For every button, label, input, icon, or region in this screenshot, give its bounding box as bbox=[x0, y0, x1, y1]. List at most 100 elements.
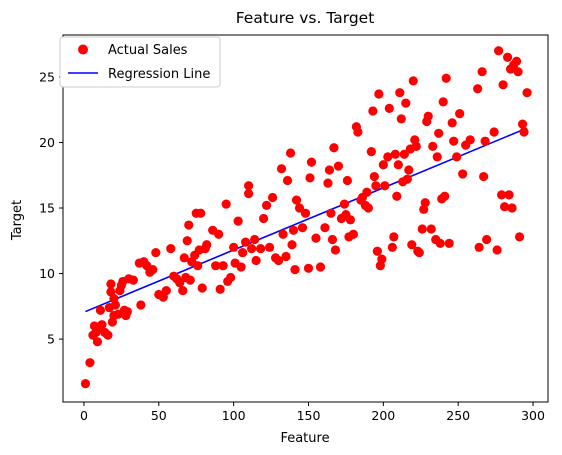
data-point bbox=[377, 254, 387, 264]
data-point bbox=[455, 109, 465, 119]
data-point bbox=[496, 190, 507, 200]
data-point bbox=[136, 300, 146, 310]
data-point bbox=[407, 240, 417, 250]
data-point bbox=[80, 379, 91, 389]
data-point bbox=[281, 251, 291, 262]
data-point bbox=[482, 234, 492, 245]
data-point bbox=[432, 152, 442, 162]
data-point bbox=[175, 278, 185, 288]
data-point bbox=[267, 192, 278, 203]
data-point bbox=[489, 127, 499, 137]
data-point bbox=[345, 215, 356, 225]
data-point bbox=[458, 169, 468, 179]
data-point bbox=[384, 103, 394, 113]
data-point bbox=[452, 152, 462, 162]
data-point bbox=[324, 165, 335, 175]
data-point bbox=[251, 255, 261, 266]
data-point bbox=[95, 305, 106, 315]
data-point bbox=[339, 199, 350, 209]
y-tick-label: 5 bbox=[47, 332, 55, 347]
data-point bbox=[329, 143, 339, 153]
data-point bbox=[179, 253, 189, 263]
data-point bbox=[507, 203, 517, 213]
data-point bbox=[465, 135, 475, 145]
data-point bbox=[196, 208, 206, 218]
data-point bbox=[306, 157, 317, 167]
legend-label-regression-line: Regression Line bbox=[108, 67, 210, 82]
data-point bbox=[178, 285, 188, 296]
data-point bbox=[378, 160, 388, 170]
data-point bbox=[498, 80, 508, 90]
data-point bbox=[383, 152, 393, 162]
data-point bbox=[408, 76, 418, 86]
data-point bbox=[221, 199, 231, 209]
data-point bbox=[294, 203, 305, 213]
x-tick-label: 200 bbox=[371, 408, 395, 423]
data-point bbox=[348, 229, 359, 239]
legend: Actual Sales Regression Line bbox=[59, 36, 221, 88]
data-point bbox=[184, 220, 194, 230]
data-point bbox=[353, 127, 363, 137]
data-point bbox=[492, 245, 502, 255]
data-point bbox=[511, 56, 522, 66]
x-tick-label: 150 bbox=[297, 408, 321, 423]
data-point bbox=[363, 203, 373, 213]
data-point bbox=[305, 173, 315, 183]
data-point bbox=[423, 111, 433, 121]
data-point bbox=[303, 263, 314, 273]
data-point bbox=[311, 233, 321, 243]
data-point bbox=[290, 265, 300, 275]
data-point bbox=[273, 255, 284, 266]
data-point bbox=[479, 171, 489, 182]
data-point bbox=[395, 88, 405, 98]
data-point bbox=[282, 175, 293, 186]
data-point bbox=[513, 67, 523, 77]
data-point bbox=[244, 188, 254, 199]
legend-marker-actual-sales bbox=[78, 44, 88, 55]
data-point bbox=[474, 242, 484, 252]
data-point bbox=[449, 136, 459, 146]
data-point bbox=[85, 358, 95, 368]
data-point bbox=[330, 245, 341, 255]
data-point bbox=[320, 223, 330, 233]
data-point bbox=[401, 98, 411, 108]
data-point bbox=[499, 202, 510, 212]
data-point bbox=[404, 165, 414, 175]
legend-box bbox=[59, 36, 221, 88]
data-point bbox=[426, 224, 436, 234]
data-point bbox=[185, 275, 195, 285]
data-point bbox=[414, 247, 424, 258]
data-point bbox=[236, 262, 246, 272]
data-point bbox=[238, 247, 248, 258]
axes-frame bbox=[62, 34, 549, 403]
data-point bbox=[441, 73, 451, 83]
data-point bbox=[333, 161, 344, 171]
data-point bbox=[502, 52, 513, 62]
data-point bbox=[327, 234, 338, 245]
data-point bbox=[342, 175, 353, 186]
chart-title: Feature vs. Target bbox=[236, 9, 375, 27]
data-point bbox=[323, 178, 333, 188]
data-point bbox=[396, 114, 406, 124]
data-point bbox=[255, 244, 266, 254]
data-point bbox=[250, 234, 260, 245]
data-point bbox=[372, 246, 382, 256]
data-point bbox=[480, 136, 490, 146]
data-point bbox=[197, 283, 207, 293]
x-tick-label: 0 bbox=[80, 408, 88, 423]
data-point bbox=[399, 149, 409, 159]
data-point bbox=[226, 272, 236, 283]
data-point bbox=[161, 285, 171, 296]
data-point bbox=[326, 208, 336, 218]
data-point bbox=[103, 330, 113, 340]
data-point bbox=[519, 127, 529, 137]
data-point bbox=[374, 89, 384, 99]
y-tick-label: 15 bbox=[39, 201, 55, 216]
data-point bbox=[417, 224, 427, 234]
data-point bbox=[389, 232, 399, 242]
data-point bbox=[435, 238, 445, 249]
data-point bbox=[288, 225, 299, 235]
data-point bbox=[193, 261, 203, 271]
data-point bbox=[291, 195, 302, 205]
data-point bbox=[393, 160, 403, 170]
